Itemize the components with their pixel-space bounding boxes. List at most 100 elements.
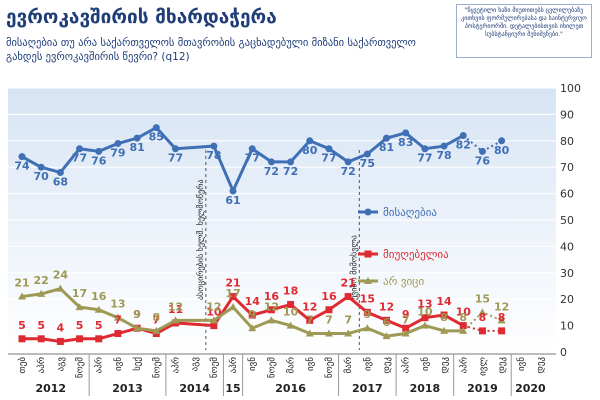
data-label: 74 xyxy=(14,160,30,173)
data-label: 12 xyxy=(168,300,183,313)
data-point xyxy=(229,187,237,195)
data-point xyxy=(210,322,218,330)
data-label: 79 xyxy=(110,146,125,159)
x-tick-label: ივნ xyxy=(305,357,316,371)
data-point xyxy=(459,132,467,140)
data-label: 9 xyxy=(402,308,410,321)
data-label: 77 xyxy=(168,152,183,165)
data-point xyxy=(95,335,103,343)
y-tick-label: 30 xyxy=(560,267,574,280)
data-point xyxy=(267,306,275,314)
data-point xyxy=(287,158,295,166)
data-label: 12 xyxy=(206,300,221,313)
y-tick-label: 90 xyxy=(560,108,574,121)
data-label: 5 xyxy=(95,319,103,332)
data-label: 8 xyxy=(440,311,448,324)
x-tick-label: მარ xyxy=(286,357,297,373)
data-label: 9 xyxy=(133,308,141,321)
data-label: 7 xyxy=(325,314,333,327)
legend-label: მისაღებია xyxy=(383,206,437,219)
data-point xyxy=(56,168,64,176)
y-tick-label: 100 xyxy=(560,82,581,95)
x-tick-label: ივნ xyxy=(362,357,373,371)
data-label: 7 xyxy=(114,314,122,327)
y-tick-label: 0 xyxy=(560,346,567,359)
data-point xyxy=(286,321,295,329)
data-point xyxy=(421,314,429,322)
data-point xyxy=(18,153,26,161)
y-tick-label: 80 xyxy=(560,135,574,148)
data-label: 70 xyxy=(34,170,50,183)
x-tick-label: აპრ xyxy=(36,357,47,373)
data-point xyxy=(363,150,371,158)
data-label: 85 xyxy=(149,131,164,144)
data-point xyxy=(171,145,179,153)
legend: მისაღებია მიუღებელია არ ვიცი xyxy=(358,206,449,288)
data-label: 14 xyxy=(245,295,261,308)
data-label: 16 xyxy=(91,290,107,303)
data-label: 80 xyxy=(302,144,318,157)
data-label: 8 xyxy=(479,311,487,324)
data-label: 10 xyxy=(206,306,222,319)
data-label: 18 xyxy=(283,284,298,297)
legend-marker xyxy=(364,208,372,216)
x-tick-label: აპრ xyxy=(401,357,412,373)
data-point xyxy=(420,321,429,329)
chart-title: ევროკავშირის მხარდაჭერა xyxy=(6,6,277,28)
data-point xyxy=(114,139,122,147)
data-point xyxy=(306,137,314,145)
x-tick-label: ნოემ xyxy=(75,357,86,378)
data-point xyxy=(113,313,122,321)
data-point xyxy=(383,316,391,324)
data-point xyxy=(248,311,256,319)
x-tick-label: ნოემ xyxy=(151,357,162,378)
data-point xyxy=(171,316,180,324)
data-point xyxy=(498,327,506,335)
data-label: 10 xyxy=(417,306,433,319)
x-tick-label: დეკ xyxy=(440,357,450,374)
x-tick-label: ივნ xyxy=(247,357,258,371)
data-point xyxy=(152,124,160,132)
data-label: 15 xyxy=(475,292,490,305)
data-point xyxy=(478,327,486,335)
data-label: 8 xyxy=(498,311,506,324)
data-point xyxy=(305,329,314,337)
data-label: 77 xyxy=(417,152,432,165)
data-point xyxy=(114,330,122,338)
data-label: 12 xyxy=(494,300,509,313)
data-point xyxy=(325,145,333,153)
data-label: 10 xyxy=(456,306,472,319)
data-point xyxy=(18,292,26,300)
year-label: 2016 xyxy=(275,382,306,395)
chart-subtitle: მისაღებია თუ არა საქართველოს მთავრობის გ… xyxy=(6,37,416,63)
data-label: 68 xyxy=(53,175,68,188)
data-point xyxy=(76,335,84,343)
x-tick-label: ივნ xyxy=(516,357,527,371)
data-point xyxy=(37,163,45,171)
x-tick-label: ივნ xyxy=(420,357,431,371)
x-tick-label: ნოემ xyxy=(324,357,335,378)
data-point xyxy=(402,324,410,332)
data-point xyxy=(76,145,84,153)
legend-label: არ ვიცი xyxy=(383,275,424,288)
data-label: 16 xyxy=(321,290,337,303)
data-label: 7 xyxy=(306,314,314,327)
x-tick-label: სექ xyxy=(132,357,143,371)
x-tick-label: თებ xyxy=(17,357,28,374)
data-point xyxy=(37,335,45,343)
year-label: 15 xyxy=(225,382,240,395)
legend-label: მიუღებელია xyxy=(383,248,449,261)
data-label: 83 xyxy=(398,136,413,149)
data-label: 12 xyxy=(302,300,317,313)
data-label: 24 xyxy=(53,269,69,282)
data-label: 8 xyxy=(152,311,160,324)
data-point xyxy=(324,329,333,337)
data-label: 9 xyxy=(133,308,141,321)
data-point xyxy=(344,329,353,337)
year-label: 2014 xyxy=(179,382,210,395)
annotations: ასოცირების ხელშ. ხელმოწერა უვიზო მიმოსვლა xyxy=(195,150,360,350)
data-label: 10 xyxy=(283,306,299,319)
data-point xyxy=(383,134,391,142)
